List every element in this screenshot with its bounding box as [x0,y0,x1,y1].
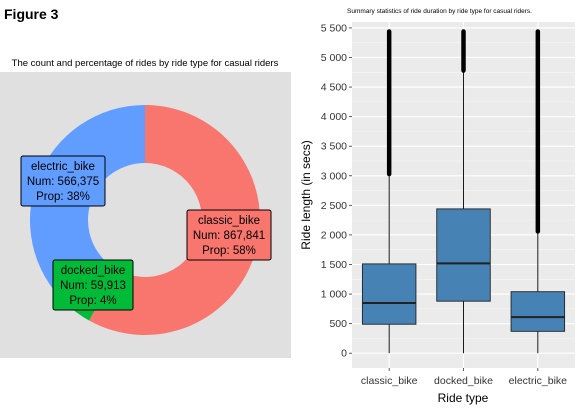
pie-label-box [52,259,134,311]
y-tick-label: 1 500 [321,259,347,271]
pie-label-box [20,155,106,207]
iqr-box [436,208,491,302]
figure-title: Figure 3 [4,6,59,22]
pie-chart-title: The count and percentage of rides by rid… [12,58,279,69]
y-tick-label: 0 [341,348,347,360]
pie-label-docked-bike: docked_bike Num: 59,913 Prop: 4% [52,259,134,311]
pie-label-classic-bike: classic_bike Num: 867,841 Prop: 58% [186,209,272,261]
y-tick-label: 500 [329,318,347,330]
y-tick-label: 2 000 [321,229,347,241]
y-tick-label: 5 500 [321,22,347,34]
pie-label-name: docked_bike [61,265,126,277]
pie-label-count: Num: 566,375 [27,176,99,188]
y-tick-label: 2 500 [321,200,347,212]
boxplot-x-axis-label: Ride type [438,391,489,405]
pie-label-box [186,209,272,261]
pie-label-prop: Prop: 58% [202,245,256,257]
boxplot-y-axis: 0 500 1 000 1 500 2 000 2 500 3 000 3 500 4 000 4… [321,22,352,360]
pie-label-name: classic_bike [198,215,260,227]
box-electric-bike [510,29,566,354]
y-tick-label: 1 000 [321,289,347,301]
pie-label-count: Num: 867,841 [193,230,265,242]
pie-label-count: Num: 59,913 [60,280,126,292]
y-tick-label: 5 000 [321,52,347,64]
y-tick-label: 4 000 [321,111,347,123]
boxplot-y-axis-label: Ride length (in secs) [299,140,313,249]
box-docked-bike [436,29,491,354]
pie-labels: classic_bike Num: 867,841 Prop: 58% docked_… [20,155,272,311]
boxplot-x-axis: classic_bike docked_bike electric_bike [361,368,567,387]
pie-label-name: electric_bike [31,161,95,173]
pie-label-prop: Prop: 4% [69,295,116,307]
y-tick-label: 3 500 [321,141,347,153]
y-tick-label: 3 000 [321,170,347,182]
x-tick-label: classic_bike [361,375,418,387]
iqr-box [361,263,417,325]
iqr-box [510,291,566,332]
pie-label-electric-bike: electric_bike Num: 566,375 Prop: 38% [20,155,106,207]
x-tick-label: docked_bike [434,375,493,387]
boxplot-title: Summary statistics of ride duration by r… [347,8,532,15]
pie-label-prop: Prop: 38% [36,191,90,203]
y-tick-label: 4 500 [321,82,347,94]
x-tick-label: electric_bike [509,375,568,387]
box-classic-bike [361,29,417,354]
boxplot-boxes [361,29,566,354]
